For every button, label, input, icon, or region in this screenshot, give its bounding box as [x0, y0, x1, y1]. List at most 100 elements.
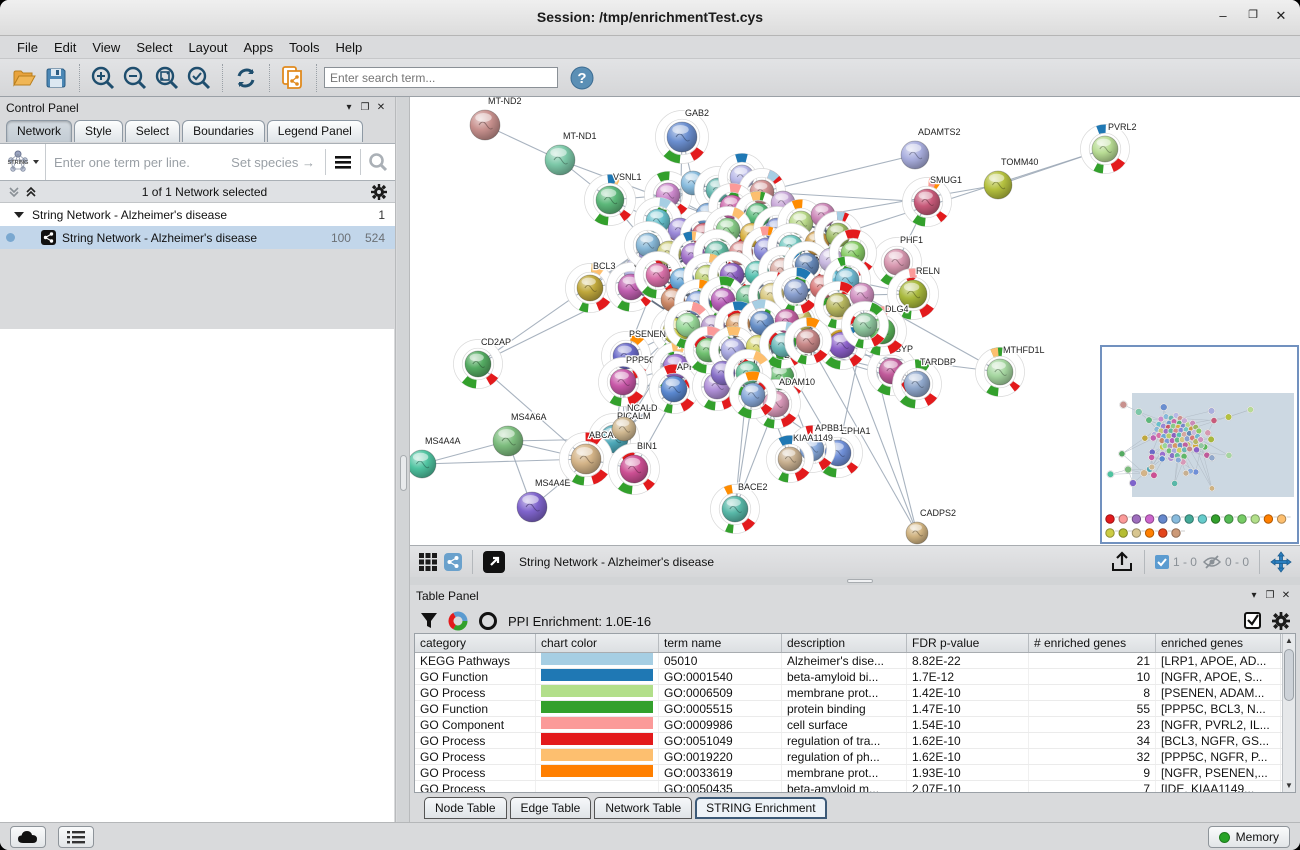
tab-boundaries[interactable]: Boundaries [182, 120, 265, 142]
zoom-out-button[interactable] [119, 62, 151, 94]
network-node[interactable]: PVRL2 [1077, 121, 1136, 177]
menu-select[interactable]: Select [129, 38, 179, 57]
menu-tools[interactable]: Tools [282, 38, 326, 57]
network-canvas[interactable]: MT-ND2 MT-ND1VSNL1GAB2 ADAMTS2 SMUG1 TOMM40 P… [410, 97, 1300, 545]
tree-expand-icon[interactable] [14, 212, 24, 218]
pan-tool-icon[interactable] [1270, 551, 1292, 573]
network-collection-row[interactable]: String Network - Alzheimer's disease 1 [0, 203, 395, 226]
select-all-checkbox-icon[interactable] [1244, 612, 1262, 630]
menu-view[interactable]: View [85, 38, 127, 57]
birds-eye-view[interactable] [1100, 345, 1299, 544]
column-header[interactable]: category [415, 634, 536, 652]
close-button[interactable]: ✕ [1270, 8, 1292, 28]
expand-all-icon[interactable] [25, 186, 38, 198]
panel-close-icon[interactable]: ✕ [1278, 590, 1294, 601]
network-node[interactable]: BACE2 [707, 481, 767, 537]
gear-icon[interactable] [1272, 612, 1290, 630]
menu-file[interactable]: File [10, 38, 45, 57]
set-species-label[interactable]: Set species → [231, 155, 325, 170]
detach-view-icon[interactable] [483, 551, 505, 573]
network-node[interactable]: MTHFD1L [972, 344, 1044, 400]
column-header[interactable]: enriched genes [1156, 634, 1281, 652]
save-session-button[interactable] [40, 62, 72, 94]
menu-layout[interactable]: Layout [181, 38, 234, 57]
column-header[interactable]: chart color [536, 634, 659, 652]
menu-apps[interactable]: Apps [237, 38, 281, 57]
network-node[interactable]: MS4A6A [493, 412, 547, 456]
table-row[interactable]: GO ProcessGO:0050435beta-amyloid m...2.0… [415, 781, 1295, 793]
zoom-selected-button[interactable] [183, 62, 215, 94]
splitter-grip[interactable] [847, 579, 873, 583]
minimize-button[interactable]: – [1212, 8, 1234, 28]
table-row[interactable]: GO ProcessGO:0019220regulation of ph...1… [415, 749, 1295, 765]
panel-menu-icon[interactable]: ▾ [1246, 590, 1262, 601]
zoom-fit-button[interactable] [151, 62, 183, 94]
table-row[interactable]: GO ComponentGO:0009986cell surface1.54E-… [415, 717, 1295, 733]
table-row[interactable]: GO ProcessGO:0006509membrane prot...1.42… [415, 685, 1295, 701]
panel-float-icon[interactable]: ❐ [1262, 590, 1278, 601]
vertical-splitter[interactable] [397, 97, 410, 822]
tab-network-table[interactable]: Network Table [594, 797, 692, 819]
string-options-button[interactable] [326, 144, 360, 180]
network-node[interactable]: MT-ND1 [545, 131, 597, 175]
column-header[interactable]: description [782, 634, 907, 652]
table-row[interactable]: GO ProcessGO:0033619membrane prot...1.93… [415, 765, 1295, 781]
network-node[interactable]: GAB2 [651, 106, 712, 167]
network-row-selected[interactable]: String Network - Alzheimer's disease 100… [0, 226, 395, 249]
export-network-icon[interactable] [1110, 551, 1134, 573]
network-node[interactable]: CADPS2 [906, 508, 956, 544]
ring-icon[interactable] [478, 611, 498, 631]
scroll-up-arrow[interactable]: ▲ [1283, 634, 1295, 647]
string-search-button[interactable] [361, 144, 395, 180]
column-header[interactable]: term name [659, 634, 782, 652]
help-button[interactable]: ? [566, 62, 598, 94]
tab-style[interactable]: Style [74, 120, 123, 142]
network-node[interactable]: MS4A4A [410, 436, 461, 478]
scroll-thumb[interactable] [1284, 649, 1294, 701]
tab-network[interactable]: Network [6, 120, 72, 142]
refresh-button[interactable] [230, 62, 262, 94]
enrichment-table[interactable]: categorychart colorterm namedescriptionF… [414, 633, 1296, 793]
task-list-button[interactable] [58, 826, 94, 848]
table-row[interactable]: GO ProcessGO:0051049regulation of tra...… [415, 733, 1295, 749]
tab-legend-panel[interactable]: Legend Panel [267, 120, 363, 142]
table-row[interactable]: GO FunctionGO:0001540beta-amyloid bi...1… [415, 669, 1295, 685]
cloud-button[interactable] [10, 826, 46, 848]
tab-edge-table[interactable]: Edge Table [510, 797, 592, 819]
menu-help[interactable]: Help [329, 38, 370, 57]
network-node[interactable]: TOMM40 [984, 157, 1038, 199]
gear-icon[interactable] [371, 184, 387, 200]
network-node[interactable]: ADAMTS2 [901, 127, 961, 169]
memory-button[interactable]: Memory [1208, 826, 1290, 848]
open-session-button[interactable] [8, 62, 40, 94]
network-from-clipboard-button[interactable] [277, 62, 309, 94]
zoom-in-button[interactable] [87, 62, 119, 94]
panel-float-icon[interactable]: ❐ [357, 102, 373, 113]
horizontal-splitter[interactable] [410, 577, 1300, 585]
network-node[interactable]: CD2AP [450, 336, 511, 392]
tab-node-table[interactable]: Node Table [424, 797, 507, 819]
filter-icon[interactable] [420, 612, 438, 630]
panel-menu-icon[interactable]: ▾ [341, 102, 357, 113]
panel-close-icon[interactable]: ✕ [373, 102, 389, 113]
splitter-grip[interactable] [400, 455, 407, 491]
column-header[interactable]: FDR p-value [907, 634, 1029, 652]
table-scrollbar[interactable]: ▲ ▼ [1282, 634, 1295, 792]
chart-color-donut-icon[interactable] [448, 611, 468, 631]
search-input[interactable] [324, 67, 558, 88]
table-row[interactable]: KEGG Pathways05010Alzheimer's dise...8.8… [415, 653, 1295, 669]
string-query-input[interactable] [46, 155, 231, 170]
grid-view-icon[interactable] [418, 552, 438, 572]
string-protocol-selector[interactable]: STRING [0, 144, 46, 180]
column-header[interactable]: # enriched genes [1029, 634, 1156, 652]
menu-edit[interactable]: Edit [47, 38, 83, 57]
tab-string-enrichment[interactable]: STRING Enrichment [695, 797, 826, 819]
scroll-down-arrow[interactable]: ▼ [1283, 779, 1295, 792]
collapse-all-icon[interactable] [8, 186, 21, 198]
network-node[interactable]: SMUG1 [899, 174, 962, 230]
share-view-icon[interactable] [444, 553, 462, 571]
network-node[interactable]: MS4A4E [517, 478, 571, 522]
network-node[interactable]: MT-ND2 [470, 97, 522, 140]
table-row[interactable]: GO FunctionGO:0005515protein binding1.47… [415, 701, 1295, 717]
network-node[interactable]: VSNL1 [581, 171, 642, 229]
